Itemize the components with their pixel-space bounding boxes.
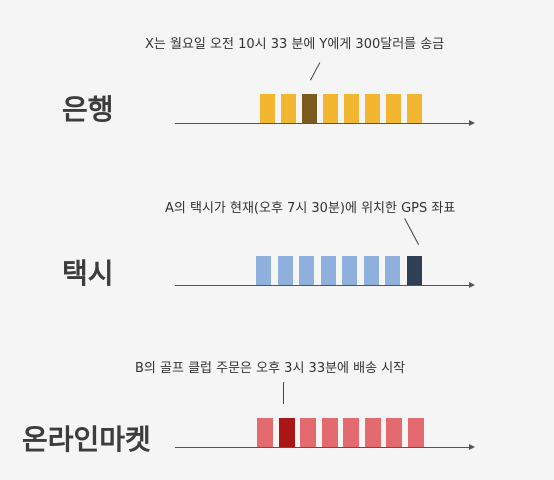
- annotation-bank: X는 월요일 오전 10시 33 분에 Y에게 300달러를 송금: [145, 37, 445, 52]
- event-block: [320, 256, 336, 285]
- annotation-pointer-taxi: [404, 218, 420, 245]
- event-block: [365, 94, 380, 123]
- annotation-taxi: A의 택시가 현재(오후 7시 30분)에 위치한 GPS 좌표: [165, 201, 456, 216]
- event-block: [256, 256, 271, 285]
- timeline-arrow-taxi: [469, 282, 475, 288]
- event-block: [344, 94, 359, 123]
- row-label-online-market: 온라인마켓: [22, 423, 151, 456]
- event-block: [342, 256, 357, 285]
- event-block: [260, 94, 275, 123]
- annotation-pointer-online-market: [283, 382, 284, 404]
- highlighted-event-block: [278, 418, 295, 447]
- event-block: [407, 94, 422, 123]
- annotation-pointer-bank: [310, 62, 321, 81]
- timeline-axis-online-market: [175, 447, 470, 448]
- event-block: [281, 94, 296, 123]
- event-block: [407, 418, 424, 447]
- timeline-axis-bank: [175, 123, 470, 124]
- timeline-arrow-bank: [469, 120, 475, 126]
- event-block: [364, 418, 381, 447]
- event-block: [343, 418, 359, 447]
- highlighted-event-block: [302, 94, 317, 123]
- event-block: [363, 256, 379, 285]
- event-block: [323, 94, 338, 123]
- event-block: [386, 94, 401, 123]
- row-label-taxi: 택시: [62, 257, 114, 290]
- timeline-axis-taxi: [175, 285, 470, 286]
- event-block: [277, 256, 293, 285]
- event-block: [299, 256, 314, 285]
- event-block: [386, 418, 402, 447]
- row-label-bank: 은행: [62, 93, 114, 126]
- highlighted-event-block: [406, 256, 422, 285]
- event-block: [385, 256, 400, 285]
- event-block: [257, 418, 273, 447]
- event-block: [300, 418, 316, 447]
- timeline-arrow-online-market: [469, 444, 475, 450]
- annotation-online-market: B의 골프 클럽 주문은 오후 3시 33분에 배송 시작: [135, 361, 406, 376]
- event-block: [321, 418, 338, 447]
